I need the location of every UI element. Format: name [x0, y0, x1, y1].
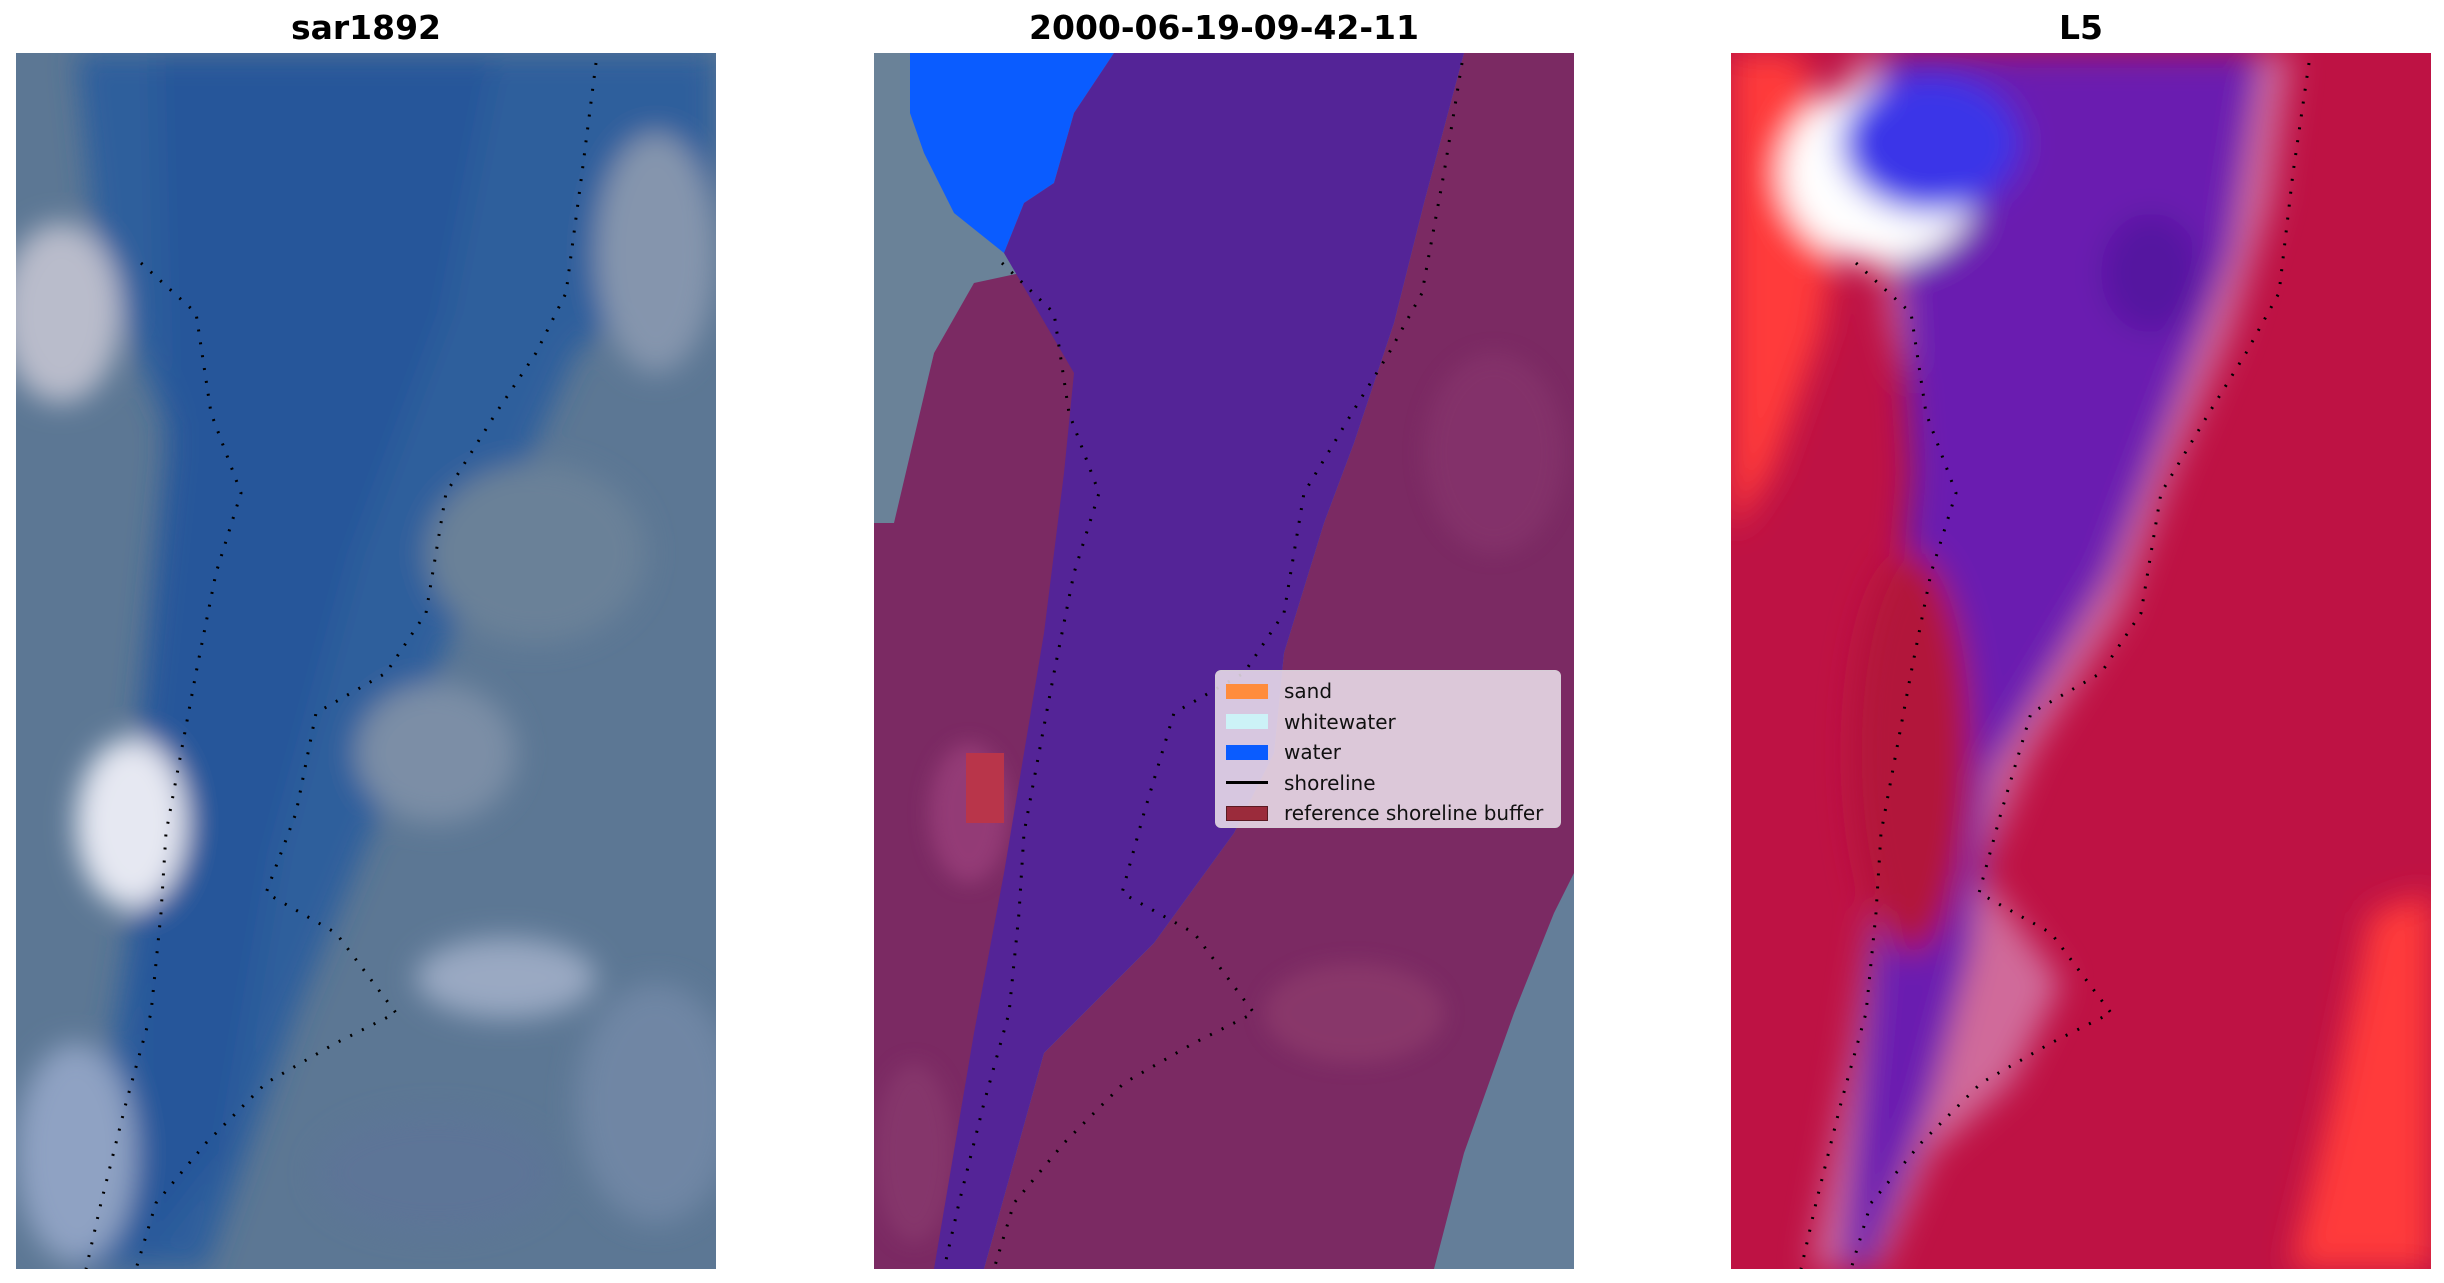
classification-svg — [874, 53, 1574, 1269]
rgb-image-svg — [16, 53, 716, 1269]
legend-item-whitewater: whitewater — [1226, 707, 1550, 738]
legend-item-sand: sand — [1226, 676, 1550, 707]
legend-label: reference shoreline buffer — [1284, 801, 1544, 826]
reference-buffer-patch — [966, 753, 1004, 823]
panel-title-classification: 2000-06-19-09-42-11 — [1029, 8, 1419, 47]
water-class-region — [910, 53, 1114, 253]
land-class-right — [984, 53, 1574, 1269]
legend-item-water: water — [1226, 737, 1550, 768]
whitewater-swatch — [1226, 714, 1268, 730]
index-image-svg — [1731, 53, 2431, 1269]
rgb-satellite-image — [16, 53, 716, 1269]
sand-swatch — [1226, 683, 1268, 699]
shoreline-right — [134, 62, 598, 1269]
legend-label: water — [1284, 740, 1341, 765]
legend: sand whitewater water shoreline referenc… — [1215, 670, 1561, 828]
panel-title-rgb: sar1892 — [290, 8, 442, 47]
panel-title-index: L5 — [2059, 8, 2103, 47]
legend-label: whitewater — [1284, 709, 1396, 734]
shoreline-line-swatch — [1226, 781, 1268, 785]
reference-buffer-swatch — [1226, 805, 1268, 821]
classification-map — [874, 53, 1574, 1269]
index-image — [1731, 53, 2431, 1269]
legend-label: shoreline — [1284, 770, 1376, 795]
legend-label: sand — [1284, 679, 1333, 704]
legend-item-shoreline: shoreline — [1226, 768, 1550, 799]
legend-item-reference-buffer: reference shoreline buffer — [1226, 798, 1550, 829]
water-swatch — [1226, 744, 1268, 760]
water-region — [934, 53, 1464, 1269]
